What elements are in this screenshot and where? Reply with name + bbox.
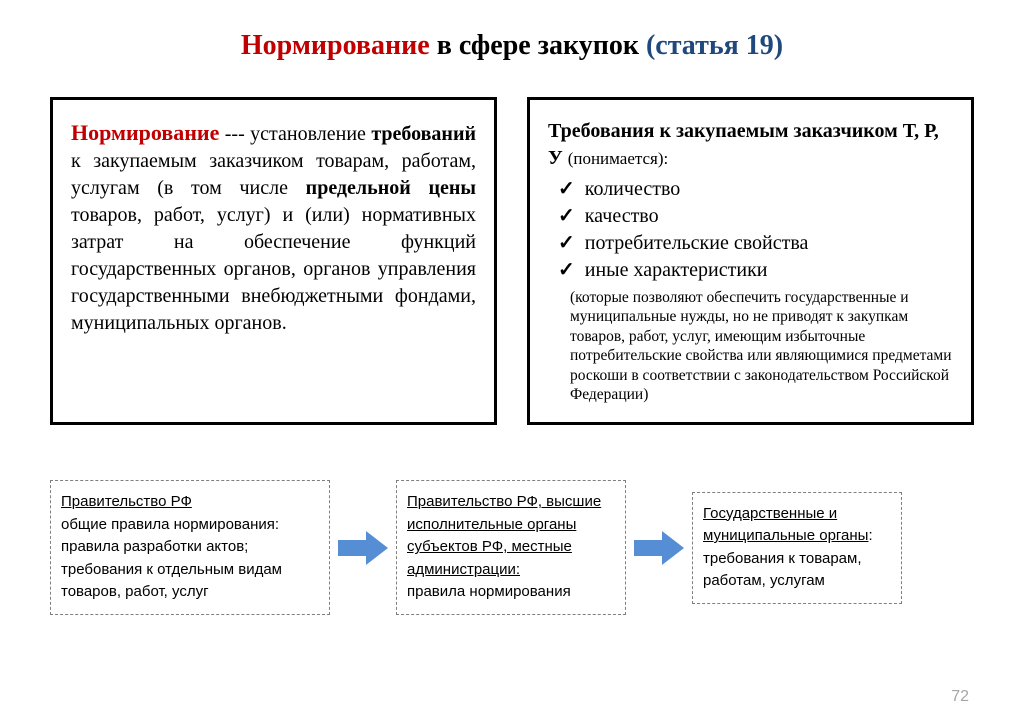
list-item: качество	[558, 203, 953, 230]
definition-box: Нормирование --- установление требований…	[50, 97, 497, 425]
list-item: потребительские свойства	[558, 230, 953, 257]
flow-box-2: Правительство РФ, высшие исполнительные …	[396, 480, 626, 615]
requirements-heading: Требования к закупаемым заказчиком Т, Р,…	[548, 118, 953, 172]
page-number: 72	[951, 688, 969, 706]
list-item: количество	[558, 176, 953, 203]
title-red: Нормирование	[241, 30, 430, 61]
flow-box-3: Государственные и муниципальные органы: …	[692, 492, 902, 604]
definition-row: Нормирование --- установление требований…	[50, 97, 974, 425]
flow-box-1: Правительство РФ общие правила нормирова…	[50, 480, 330, 615]
definition-text: Нормирование --- установление требований…	[71, 118, 476, 337]
title-blue: (статья 19)	[646, 30, 783, 61]
requirements-list: количество качество потребительские свой…	[548, 176, 953, 284]
arrow-icon	[338, 531, 388, 565]
requirements-note: (которые позволяют обеспечить государств…	[548, 288, 953, 404]
requirements-box: Требования к закупаемым заказчиком Т, Р,…	[527, 97, 974, 425]
page-title: Нормирование в сфере закупок (статья 19)	[50, 30, 974, 62]
arrow-icon	[634, 531, 684, 565]
title-black: в сфере закупок	[430, 30, 646, 61]
list-item: иные характеристики	[558, 257, 953, 284]
flow-row: Правительство РФ общие правила нормирова…	[50, 480, 974, 615]
